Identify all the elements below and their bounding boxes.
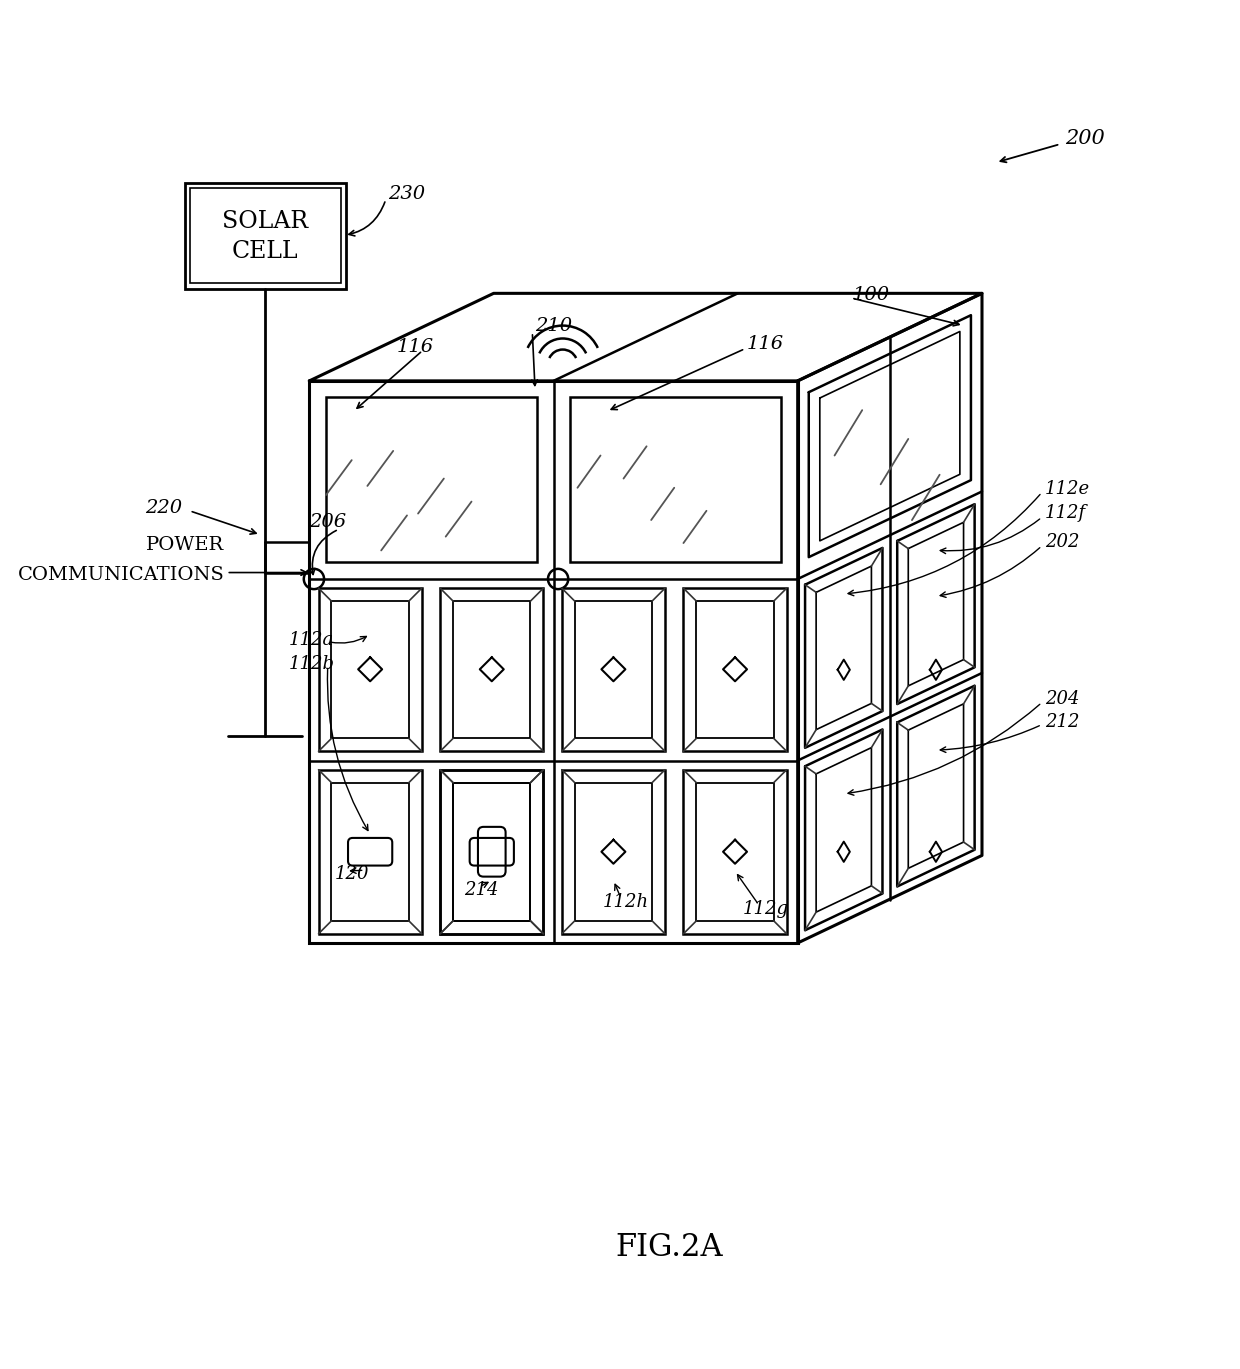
Bar (697, 601, 774, 738)
Text: 112g: 112g (743, 899, 789, 917)
Bar (697, 783, 774, 921)
Bar (440, 769, 543, 934)
Bar (326, 397, 537, 563)
Text: 112e: 112e (1044, 479, 1090, 498)
Bar (570, 397, 781, 563)
Text: 100: 100 (853, 286, 890, 304)
Bar (562, 769, 665, 934)
Text: SOLAR: SOLAR (222, 209, 309, 233)
Text: POWER: POWER (146, 535, 224, 554)
Text: 200: 200 (1065, 129, 1105, 148)
Text: 112b: 112b (289, 654, 335, 672)
Text: 210: 210 (536, 316, 572, 334)
Bar (440, 769, 543, 934)
Bar (453, 783, 531, 921)
Text: CELL: CELL (232, 241, 299, 263)
Text: COMMUNICATIONS: COMMUNICATIONS (17, 567, 224, 585)
Text: 202: 202 (1044, 533, 1079, 552)
Bar (453, 783, 531, 921)
Bar (309, 381, 797, 943)
Bar (574, 783, 652, 921)
Text: FIG.2A: FIG.2A (615, 1232, 723, 1262)
Text: 116: 116 (397, 338, 434, 356)
Bar (574, 601, 652, 738)
Text: 112h: 112h (603, 893, 649, 910)
Bar (453, 601, 531, 738)
Bar (185, 183, 346, 289)
Bar (683, 769, 786, 934)
Text: 116: 116 (746, 335, 784, 353)
Text: 220: 220 (145, 500, 182, 517)
Text: 206: 206 (309, 513, 346, 531)
Text: 112a: 112a (289, 631, 335, 649)
Bar (331, 601, 409, 738)
Text: 214: 214 (464, 882, 498, 899)
Text: 230: 230 (388, 185, 425, 203)
Bar (319, 589, 422, 752)
Bar (319, 769, 422, 934)
Bar (440, 589, 543, 752)
Text: 204: 204 (1044, 690, 1079, 708)
Bar (562, 589, 665, 752)
Text: 112f: 112f (1044, 504, 1086, 522)
Bar (683, 589, 786, 752)
Text: 120: 120 (335, 865, 370, 883)
Text: 212: 212 (1044, 713, 1079, 731)
Bar (331, 783, 409, 921)
Bar (191, 189, 341, 283)
